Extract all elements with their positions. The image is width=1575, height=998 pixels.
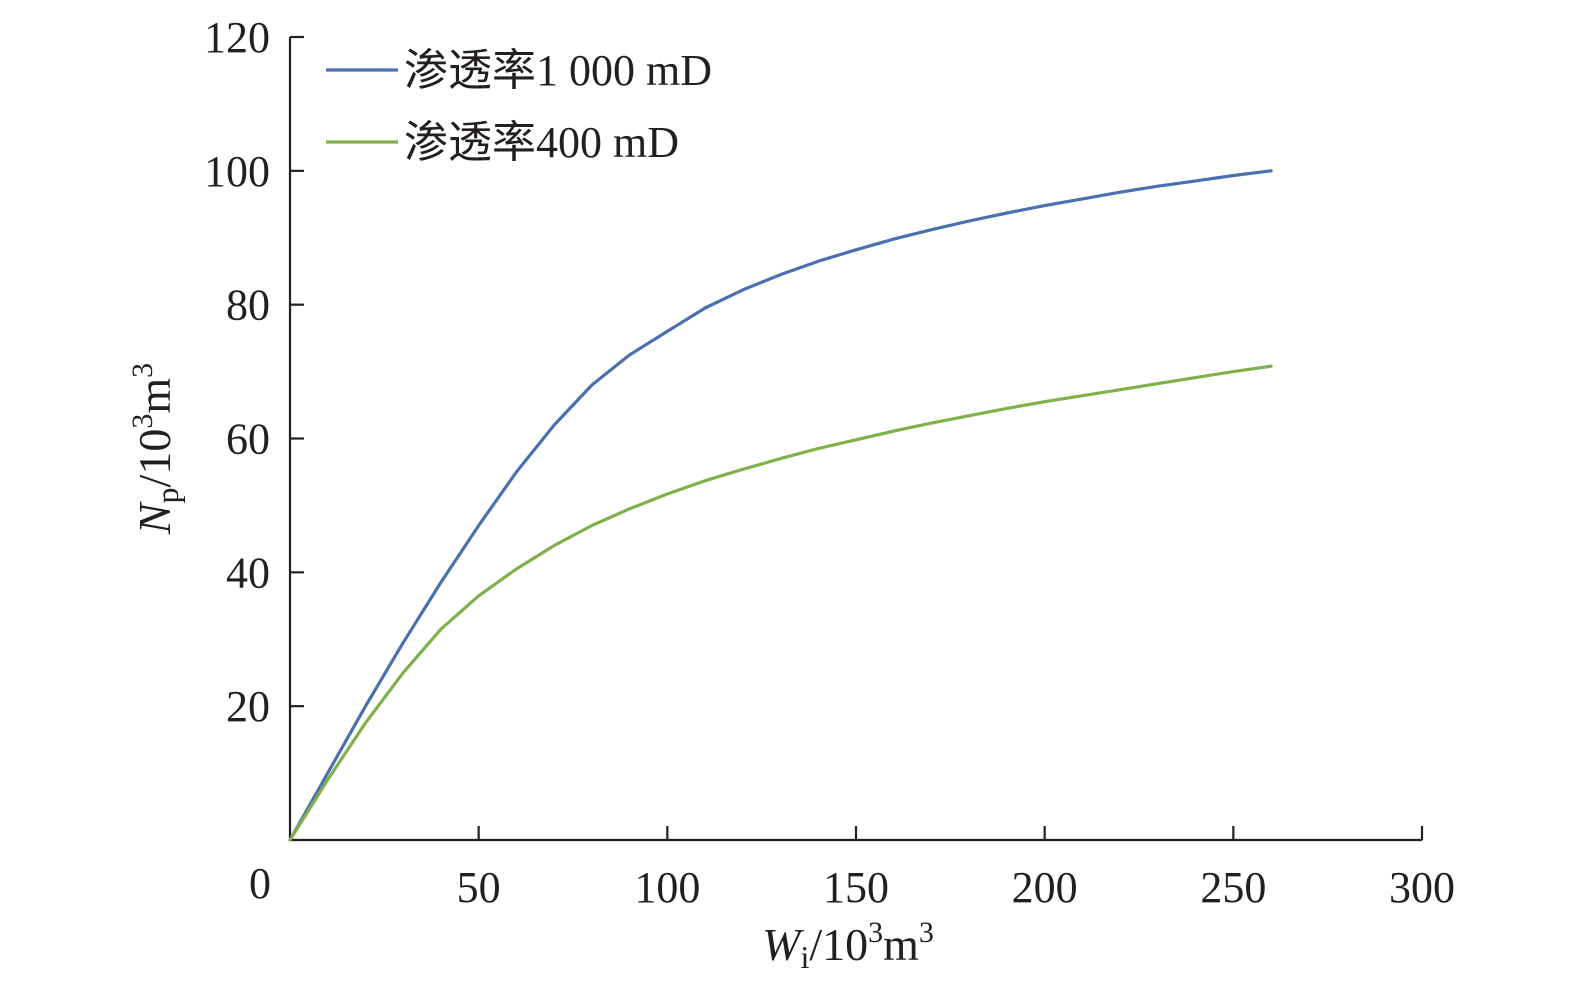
x-tick-label: 50 xyxy=(457,863,501,912)
y-tick-label: 80 xyxy=(226,281,270,330)
y-axis-exp: 3 xyxy=(126,414,159,429)
y-tick-label: 60 xyxy=(226,415,270,464)
y-axis-ticks: 20 40 60 80 100 120 xyxy=(204,13,304,731)
y-axis-unit: /10 xyxy=(129,429,180,488)
series-line-1 xyxy=(288,169,1273,842)
series-line-2 xyxy=(288,364,1273,842)
y-axis-exp2: 3 xyxy=(126,363,159,378)
x-axis-unit2: m xyxy=(883,919,919,970)
x-tick-label: 150 xyxy=(823,863,889,912)
x-axis-exp: 3 xyxy=(868,916,883,949)
y-tick-label: 20 xyxy=(226,682,270,731)
x-tick-label: 200 xyxy=(1012,863,1078,912)
legend-label-2: 渗透率400 mD xyxy=(404,118,679,167)
x-tick-label: 250 xyxy=(1200,863,1266,912)
x-tick-label: 300 xyxy=(1389,863,1455,912)
y-axis-sub: p xyxy=(149,487,185,503)
series-lines xyxy=(288,169,1273,842)
x-axis-ticks: 0 50 100 150 200 250 300 xyxy=(249,826,1455,912)
y-axis-unit2: m xyxy=(129,378,180,414)
y-axis-var: N xyxy=(129,501,180,535)
legend: 渗透率1 000 mD 渗透率400 mD xyxy=(326,46,712,167)
x-axis-unit: /10 xyxy=(809,919,868,970)
x-axis-exp2: 3 xyxy=(919,916,934,949)
x-tick-label: 100 xyxy=(634,863,700,912)
x-axis-sub: i xyxy=(800,939,809,975)
y-tick-label: 100 xyxy=(204,147,270,196)
x-axis-title: Wi/103m3 xyxy=(762,916,934,975)
y-tick-label: 120 xyxy=(204,13,270,62)
y-tick-label: 40 xyxy=(226,548,270,597)
y-axis-title: Np/103m3 xyxy=(126,363,185,535)
x-tick-label: 0 xyxy=(249,859,271,908)
x-axis-var: W xyxy=(762,919,804,970)
legend-label-1: 渗透率1 000 mD xyxy=(404,46,712,95)
